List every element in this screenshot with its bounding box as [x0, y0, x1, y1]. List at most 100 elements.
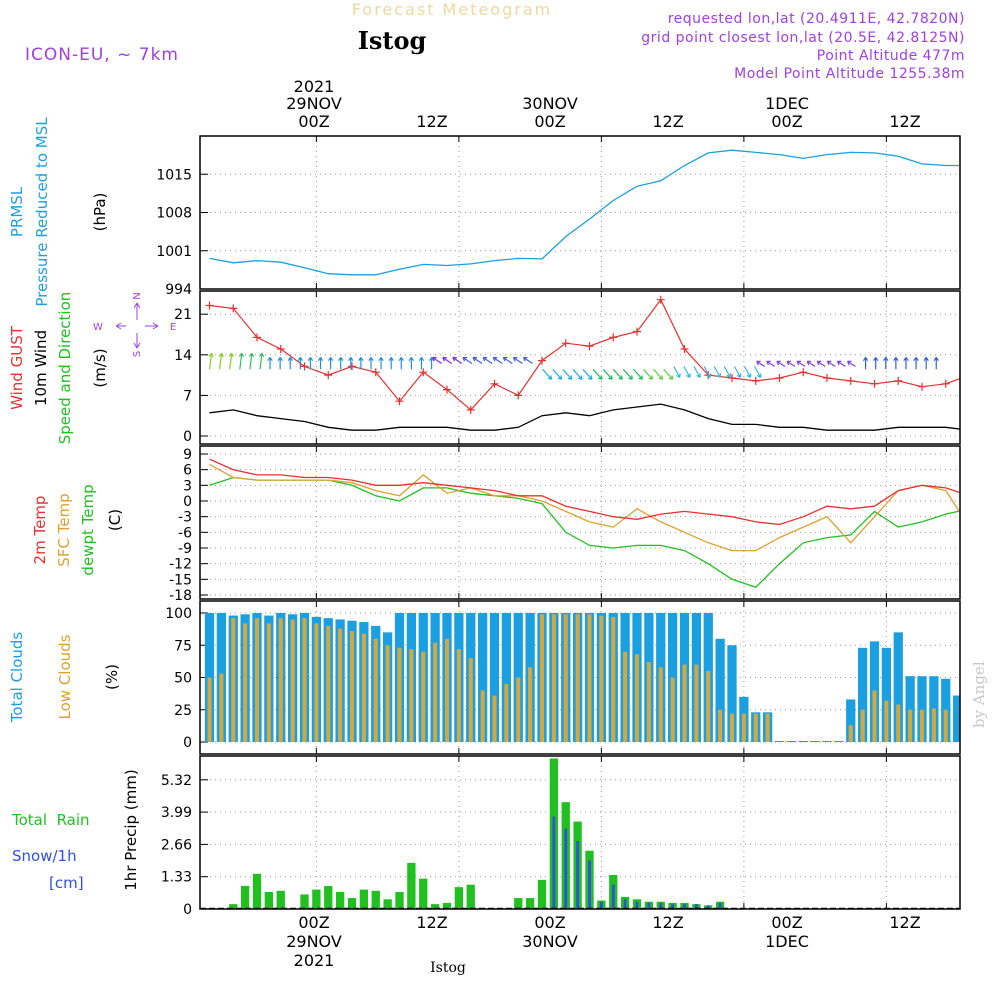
- total-cloud-bar: [798, 741, 808, 742]
- top-year: 2021: [294, 77, 335, 96]
- low-cloud-bar: [884, 700, 889, 742]
- gust-point: [229, 304, 238, 313]
- wind-arrow: [208, 352, 214, 370]
- low-cloud-bar: [361, 633, 366, 742]
- rain-bar: [407, 862, 416, 909]
- y-tick-labels: 1015100810019942114709630-3-6-9-12-15-18…: [156, 167, 192, 918]
- y-tick-label: 3.99: [161, 805, 192, 821]
- low-cloud-bar: [409, 649, 414, 742]
- low-cloud-bar: [219, 673, 224, 742]
- gust-point: [324, 371, 333, 380]
- rain-bar: [371, 890, 380, 909]
- wind-arrow: [442, 356, 453, 364]
- snow-bar: [694, 904, 698, 909]
- low-cloud-bar: [444, 638, 450, 742]
- snow-bar: [588, 860, 591, 909]
- gust-point: [989, 371, 997, 379]
- bottom-hour-3: 12Z: [652, 913, 683, 932]
- low-cloud-bar: [979, 732, 983, 742]
- point-altitude: Point Altitude 477m: [817, 48, 965, 64]
- precip-unit: 1hr Precip (mm): [122, 769, 140, 890]
- wind-arrow: [923, 356, 929, 370]
- wind-arrow: [612, 368, 623, 380]
- panel-3-frame: [199, 600, 961, 755]
- snow-bar: [599, 901, 603, 909]
- gust-point: [276, 345, 285, 353]
- watermark: by Angel: [970, 661, 988, 728]
- sfc-temp-line: [209, 463, 960, 552]
- wind-arrow: [462, 356, 473, 364]
- wind-arrow: [733, 366, 742, 378]
- location-title: Istog: [358, 26, 427, 55]
- y-tick-label: 1008: [156, 206, 192, 222]
- compass-e: E: [170, 322, 176, 333]
- gust-point: [538, 356, 546, 365]
- y-tick-label: 1.33: [161, 870, 192, 886]
- low-cloud-bar: [765, 713, 770, 742]
- panel-0-plot: [200, 136, 960, 289]
- wind-arrow: [358, 356, 364, 370]
- wind-arrow: [327, 356, 334, 370]
- y-tick-label: 1015: [156, 167, 192, 183]
- pressure-line: [209, 149, 960, 276]
- wind-arrow: [756, 360, 765, 367]
- bottom-hour-0: 00Z: [298, 913, 329, 932]
- panel-1-frame: [199, 290, 961, 445]
- low-cloud-bar: [991, 725, 995, 742]
- y-tick-label: 21: [174, 307, 192, 323]
- rain-bar: [300, 894, 309, 909]
- y-tick-label: 7: [183, 388, 192, 404]
- y-tick-label: 3: [183, 478, 192, 494]
- top-day-29nov: 29NOV: [286, 94, 342, 113]
- snow-bar: [564, 828, 568, 909]
- y-tick-label: 14: [174, 348, 192, 364]
- bottom-year: 2021: [294, 951, 335, 970]
- rain-bar: [229, 904, 238, 909]
- low-cloud-bar: [611, 616, 616, 742]
- top-day-30nov: 30NOV: [522, 94, 578, 113]
- top-hour-1: 12Z: [416, 112, 447, 131]
- panel-4-frame: [199, 755, 961, 910]
- snow-bar: [611, 884, 615, 909]
- rain-bar: [395, 892, 404, 909]
- pressure-label-prmsl: PRMSL: [8, 186, 26, 237]
- model-altitude: Model Point Altitude 1255.38m: [734, 66, 965, 82]
- snow-bar: [706, 905, 710, 909]
- wind-arrow: [452, 356, 463, 364]
- snow-bar: [635, 901, 639, 909]
- low-cloud-bar: [385, 645, 390, 742]
- wind-arrow: [703, 366, 711, 378]
- wind-arrow: [766, 360, 776, 367]
- low-cloud-bar: [504, 683, 509, 742]
- wind-arrow: [562, 368, 573, 380]
- model-label: ICON-EU, ~ 7km: [25, 45, 179, 65]
- low-cloud-bar: [433, 642, 438, 742]
- low-cloud-bar: [931, 708, 936, 742]
- rain-bar: [525, 898, 535, 909]
- gust-point: [775, 374, 784, 382]
- low-cloud-bar: [919, 709, 925, 742]
- wind-arrow: [776, 360, 786, 367]
- low-cloud-bar: [670, 677, 675, 742]
- total-cloud-bar: [715, 638, 725, 742]
- wind-arrow: [663, 368, 674, 380]
- gust-point: [253, 333, 261, 342]
- low-cloud-bar: [908, 709, 913, 742]
- gust-point: [680, 345, 689, 353]
- wind-arrow: [893, 356, 899, 370]
- top-hour-3: 12Z: [652, 112, 683, 131]
- y-tick-label: 6: [183, 463, 192, 479]
- bottom-day-30nov: 30NOV: [522, 932, 578, 951]
- low-cloud-bar: [860, 709, 865, 742]
- gust-line: [209, 298, 960, 411]
- gust-point: [348, 362, 356, 371]
- wind-arrow: [754, 366, 762, 378]
- low-cloud-bar: [326, 625, 331, 742]
- top-hour-0: 00Z: [298, 112, 329, 131]
- wind-arrow: [512, 356, 523, 364]
- low-cloud-bar: [397, 647, 402, 742]
- precip-label-rain: Total Rain: [11, 811, 90, 829]
- wind-arrow: [933, 356, 939, 370]
- y-tick-label: -12: [169, 557, 192, 573]
- wind-label-gust: Wind GUST: [8, 325, 26, 410]
